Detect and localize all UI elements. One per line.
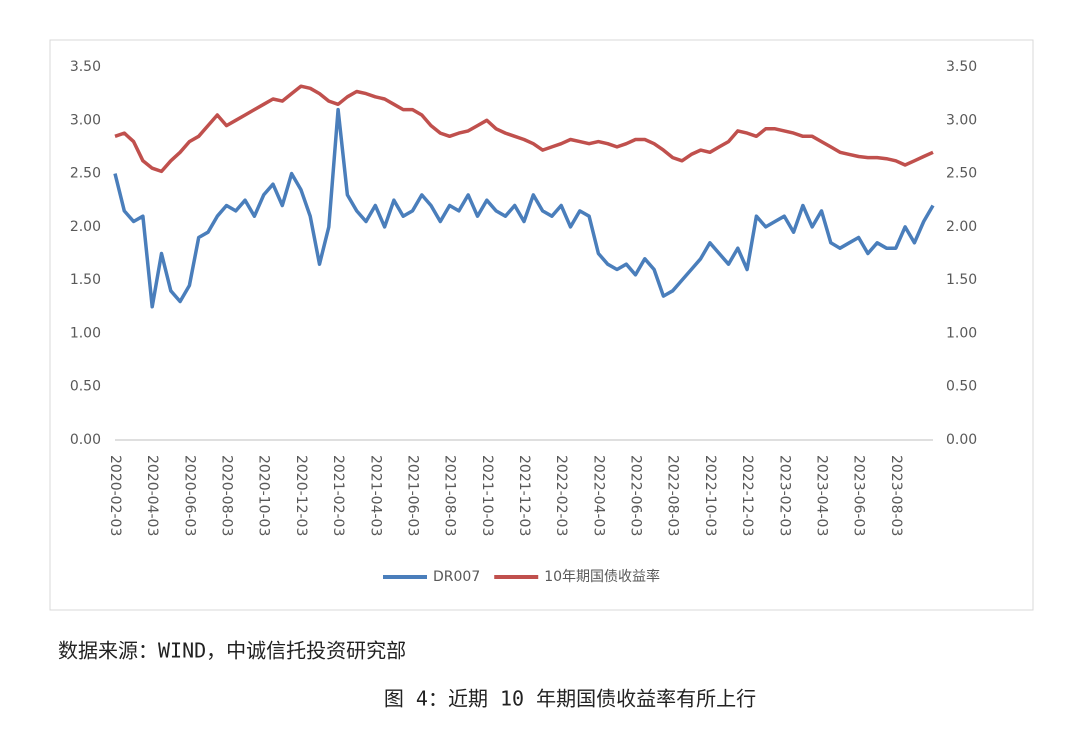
x-tick-label: 2020-02-03 <box>107 455 123 536</box>
y-tick-label: 3.00 <box>70 112 101 128</box>
source-note: 数据来源：WIND，中诚信托投资研究部 <box>58 639 406 663</box>
x-tick-label: 2021-02-03 <box>330 455 346 536</box>
y-tick-label: 2.50 <box>70 166 101 182</box>
y-tick-label: 0.50 <box>70 379 101 395</box>
y2-tick-label: 2.50 <box>946 166 977 182</box>
x-tick-label: 2023-04-03 <box>813 455 829 536</box>
x-tick-label: 2021-10-03 <box>479 455 495 536</box>
x-tick-label: 2023-08-03 <box>888 455 904 536</box>
x-tick-label: 2020-08-03 <box>219 455 235 536</box>
figure-caption: 图 4：近期 10 年期国债收益率有所上行 <box>384 687 756 711</box>
x-tick-label: 2021-04-03 <box>367 455 383 536</box>
series-line <box>113 107 935 309</box>
y2-tick-label: 0.50 <box>946 379 977 395</box>
y2-tick-label: 1.50 <box>946 272 977 288</box>
x-tick-label: 2021-12-03 <box>516 455 532 536</box>
legend-label: DR007 <box>433 569 480 585</box>
y2-tick-label: 3.50 <box>946 59 977 75</box>
x-tick-label: 2023-06-03 <box>851 455 867 536</box>
y-tick-label: 0.00 <box>70 432 101 448</box>
x-tick-label: 2020-12-03 <box>293 455 309 536</box>
y2-tick-label: 1.00 <box>946 325 977 341</box>
x-tick-label: 2022-08-03 <box>665 455 681 536</box>
x-tick-label: 2022-10-03 <box>702 455 718 536</box>
chart-frame <box>49 39 1034 611</box>
legend-label: 10年期国债收益率 <box>544 568 660 585</box>
x-tick-label: 2022-06-03 <box>628 455 644 536</box>
y2-tick-label: 3.00 <box>946 112 977 128</box>
x-tick-label: 2022-04-03 <box>590 455 606 536</box>
x-tick-label: 2022-02-03 <box>553 455 569 536</box>
y-tick-label: 1.00 <box>70 325 101 341</box>
x-tick-label: 2022-12-03 <box>739 455 755 536</box>
y2-tick-label: 0.00 <box>946 432 977 448</box>
y-tick-label: 2.00 <box>70 219 101 235</box>
series-line <box>114 84 934 174</box>
x-tick-label: 2020-06-03 <box>181 455 197 536</box>
y-tick-label: 3.50 <box>70 59 101 75</box>
x-tick-label: 2021-06-03 <box>404 455 420 536</box>
x-tick-label: 2020-10-03 <box>256 455 272 536</box>
x-tick-label: 2020-04-03 <box>144 455 160 536</box>
x-tick-label: 2023-02-03 <box>776 455 792 536</box>
y2-tick-label: 2.00 <box>946 219 977 235</box>
x-tick-label: 2021-08-03 <box>442 455 458 536</box>
y-tick-label: 1.50 <box>70 272 101 288</box>
